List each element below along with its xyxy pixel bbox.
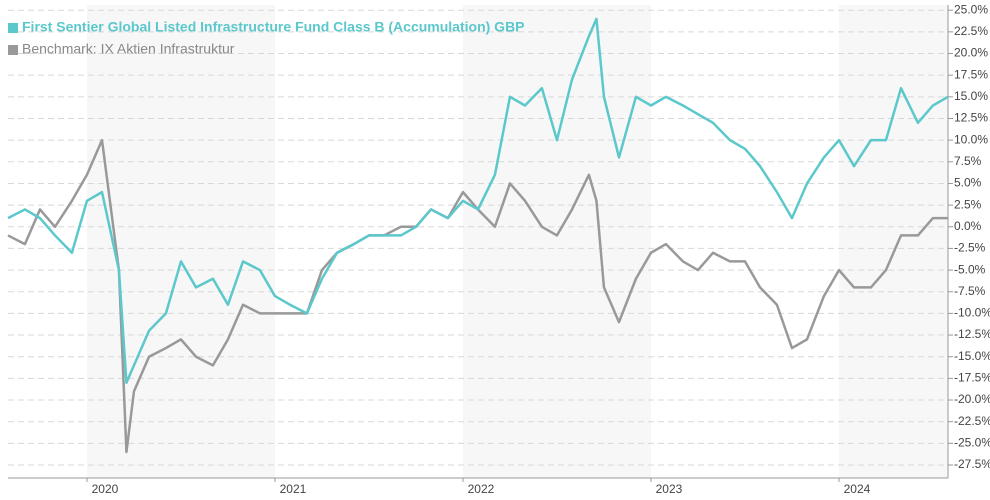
x-tick-label: 2021 bbox=[280, 482, 307, 496]
y-tick-label: -12.5% bbox=[954, 327, 990, 341]
y-tick-label: -27.5% bbox=[954, 457, 990, 471]
y-tick-label: 5.0% bbox=[954, 176, 982, 190]
y-tick-label: -5.0% bbox=[954, 262, 986, 276]
y-tick-label: 0.0% bbox=[954, 219, 982, 233]
legend-label: First Sentier Global Listed Infrastructu… bbox=[22, 19, 525, 35]
y-tick-label: -2.5% bbox=[954, 241, 986, 255]
x-tick-label: 2022 bbox=[468, 482, 495, 496]
y-tick-label: 20.0% bbox=[954, 46, 988, 60]
y-tick-label: -22.5% bbox=[954, 414, 990, 428]
y-tick-label: 17.5% bbox=[954, 67, 988, 81]
y-tick-label: 15.0% bbox=[954, 89, 988, 103]
y-tick-label: -17.5% bbox=[954, 371, 990, 385]
legend-swatch bbox=[8, 45, 18, 55]
year-band bbox=[838, 5, 948, 478]
y-tick-label: 2.5% bbox=[954, 197, 982, 211]
y-tick-label: -20.0% bbox=[954, 392, 990, 406]
x-tick-label: 2024 bbox=[844, 482, 871, 496]
y-tick-label: -25.0% bbox=[954, 436, 990, 450]
legend-label: Benchmark: IX Aktien Infrastruktur bbox=[22, 41, 235, 57]
year-band bbox=[86, 5, 275, 478]
legend-swatch bbox=[8, 23, 18, 33]
year-band bbox=[462, 5, 651, 478]
y-tick-label: 22.5% bbox=[954, 24, 988, 38]
y-tick-label: -15.0% bbox=[954, 349, 990, 363]
y-tick-label: -10.0% bbox=[954, 306, 990, 320]
y-tick-label: 25.0% bbox=[954, 2, 988, 16]
series-line bbox=[7, 17, 949, 384]
x-tick-label: 2023 bbox=[656, 482, 683, 496]
x-tick-label: 2020 bbox=[92, 482, 119, 496]
y-tick-label: 7.5% bbox=[954, 154, 982, 168]
y-tick-label: 10.0% bbox=[954, 132, 988, 146]
y-tick-label: 12.5% bbox=[954, 111, 988, 125]
y-tick-label: -7.5% bbox=[954, 284, 986, 298]
